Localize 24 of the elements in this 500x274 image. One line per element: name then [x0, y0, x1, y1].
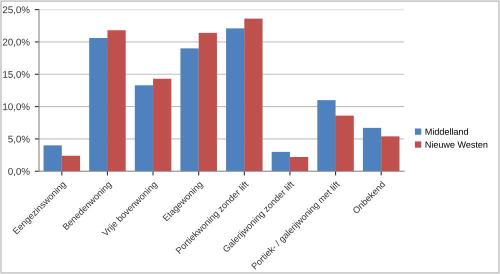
bar: [107, 30, 126, 172]
bar: [62, 156, 80, 172]
legend-label: Middelland: [426, 128, 468, 135]
y-tick-label: 0,0%: [8, 168, 30, 176]
bar: [44, 145, 62, 172]
bar: [134, 85, 154, 172]
y-tick-label: 10,0%: [3, 103, 30, 112]
bar: [180, 48, 199, 172]
bar: [336, 116, 354, 172]
bar: [272, 152, 290, 172]
y-tick-label: 25,0%: [2, 6, 30, 14]
legend-label: Nieuwe Westen: [426, 141, 488, 148]
bar: [317, 100, 336, 172]
y-tick-label: 15,0%: [3, 70, 30, 80]
bar: [362, 128, 382, 172]
bar: [381, 136, 400, 172]
bar: [244, 18, 263, 172]
y-tick-label: 20,0%: [2, 38, 30, 47]
y-tick-label: 5,0%: [8, 136, 30, 144]
bar: [198, 32, 217, 172]
bar: [153, 78, 172, 172]
bar: [290, 157, 308, 172]
bar: [226, 28, 244, 172]
bar: [89, 38, 108, 172]
